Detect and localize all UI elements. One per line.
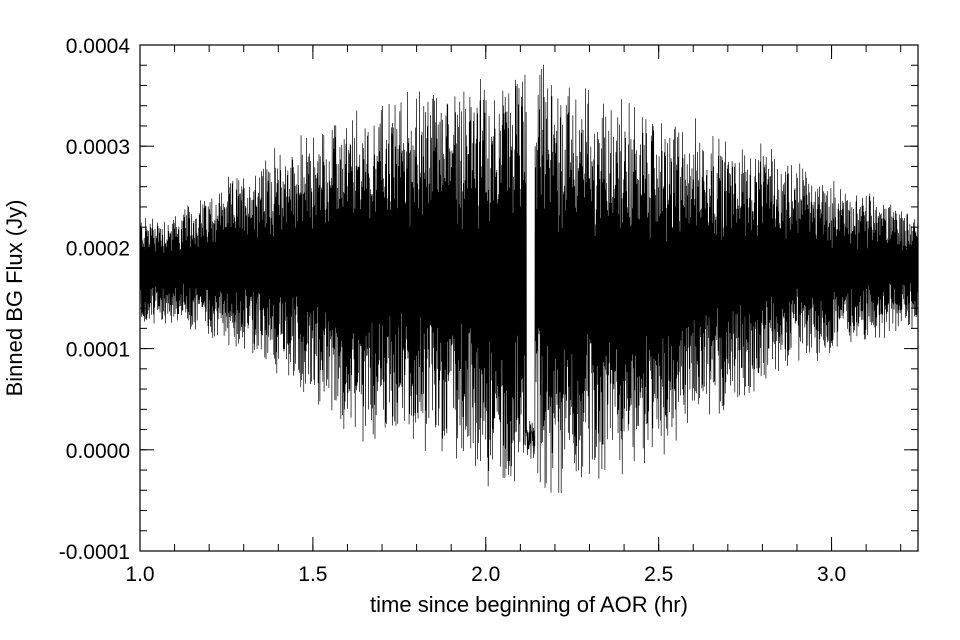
y-tick-label: 0.0001 xyxy=(66,339,130,362)
x-axis-title: time since beginning of AOR (hr) xyxy=(370,592,688,617)
axis-ticks xyxy=(139,44,918,552)
axis-tick-labels: 1.0 1.5 2.0 2.5 3.0 -0.0001 0.0000 0.0001 0.0002… xyxy=(59,35,846,586)
y-tick-label: 0.0002 xyxy=(66,237,130,260)
plot-frame xyxy=(139,44,919,552)
y-axis-title: Binned BG Flux (Jy) xyxy=(2,200,27,397)
data-series-layer xyxy=(139,64,919,494)
x-tick-label: 2.0 xyxy=(471,563,500,586)
y-tick-label: 0.0004 xyxy=(66,35,131,58)
flux-series-line xyxy=(139,64,919,494)
y-tick-label: 0.0003 xyxy=(66,136,130,159)
y-tick-label: 0.0000 xyxy=(66,440,130,463)
x-tick-label: 1.5 xyxy=(298,563,327,586)
x-tick-label: 2.5 xyxy=(644,563,673,586)
x-tick-label: 3.0 xyxy=(817,563,846,586)
y-tick-label: -0.0001 xyxy=(59,541,130,564)
x-tick-label: 1.0 xyxy=(125,563,154,586)
